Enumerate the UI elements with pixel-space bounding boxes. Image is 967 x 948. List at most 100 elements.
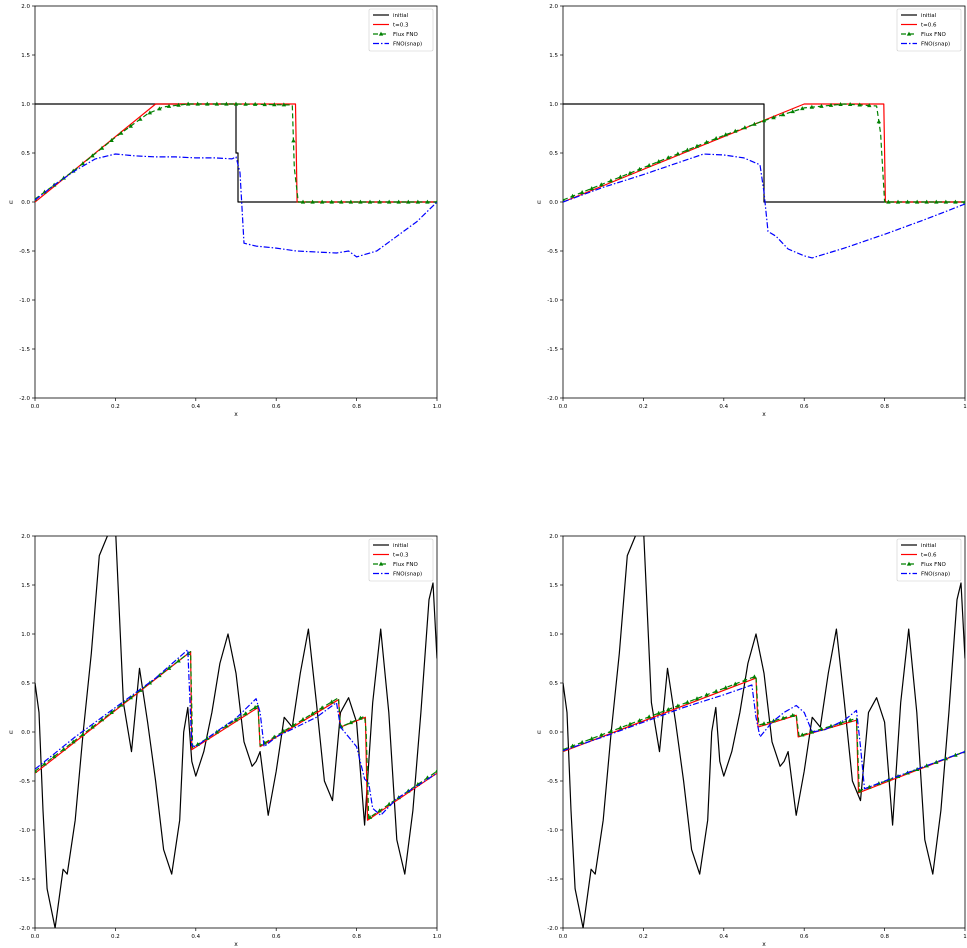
data-point [386,199,392,204]
x-axis-label: x [762,941,766,948]
data-point [733,128,738,133]
data-point [570,743,575,748]
legend: initial t=0.6 Flux FNO FNO(snap) [896,8,962,52]
y-tick-label: 1.0 [549,632,558,638]
data-point [42,761,47,766]
y-tick-label: 1.0 [549,102,558,108]
series-line-initial [563,536,965,928]
data-point [185,101,191,106]
series-line-flux-fno [35,650,437,819]
legend-label: initial [393,543,409,549]
legend-label: t=0.3 [393,553,409,559]
y-tick-label: 1.0 [21,102,30,108]
x-tick-label: 0.8 [880,934,889,940]
data-point [396,199,401,204]
data-point [377,199,382,204]
data-point [847,717,853,722]
data-point [147,110,153,115]
data-point [310,711,315,716]
y-axis-label: u [9,729,13,736]
data-point [367,814,373,819]
data-point [646,714,652,719]
x-tick-label: 0.0 [31,934,40,940]
data-point [128,123,133,128]
x-tick-label: 0.4 [191,404,200,410]
data-point [819,103,824,108]
data-point [857,102,862,107]
data-point [35,768,38,773]
data-point [99,145,105,150]
data-point [752,121,757,126]
data-point [761,118,767,123]
x-tick-label: 0.4 [719,404,728,410]
series-line-flux-fno [563,675,965,792]
y-tick-label: -1.0 [547,298,558,304]
y-tick-label: 1.0 [21,632,30,638]
data-point [51,754,57,759]
x-tick-label: 0.4 [191,934,200,940]
x-tick-label: 1.0 [433,934,442,940]
data-point [99,717,105,722]
data-point [627,721,633,726]
data-point [195,741,200,746]
data-point [847,101,853,106]
y-tick-label: 2.0 [549,4,558,10]
data-point [579,739,585,744]
data-point [157,106,162,111]
data-point [771,115,776,120]
x-tick-label: 0.6 [272,934,281,940]
y-tick-label: -1.0 [19,298,30,304]
data-point [704,692,709,697]
x-axis-label: x [762,411,766,418]
data-point [618,725,623,730]
data-point [962,199,965,204]
y-tick-label: 0.0 [549,200,558,206]
y-tick-label: -2.0 [19,396,30,402]
data-point [262,102,267,107]
data-point [694,696,700,701]
y-tick-label: -1.5 [19,347,30,353]
data-point [406,788,411,793]
data-point [780,715,786,720]
legend-box [896,8,962,52]
y-tick-label: -1.5 [547,347,558,353]
data-point [886,199,891,204]
data-point [723,132,728,137]
data-point [713,688,719,693]
x-tick-label: 0.2 [111,404,120,410]
data-point [166,103,172,108]
plot-area [35,536,437,928]
legend-label: t=0.3 [393,23,409,29]
y-tick-label: -0.5 [19,249,30,255]
y-tick-label: -2.0 [547,396,558,402]
data-point [713,136,719,141]
data-point [828,102,834,107]
chart-panel-2: 0.0 0.2 0.4 0.6 0.8 1 -2.0 -1.5 -1.0 -0.5 0.0 0.5 1.… [537,4,967,418]
y-tick-label: -2.0 [547,926,558,932]
data-point [790,109,795,114]
data-point [358,715,363,720]
data-point [300,199,306,204]
data-point [675,151,681,156]
data-point [42,189,47,194]
data-point [570,193,575,198]
data-point [761,721,767,726]
x-axis-label: x [234,941,238,948]
legend-box [368,538,434,582]
data-point [176,102,181,107]
data-point [310,199,315,204]
series-line-t-0-3 [35,103,437,203]
y-tick-label: 0.5 [21,151,30,157]
legend-label: initial [921,543,937,549]
y-tick-label: 0.0 [21,200,30,206]
legend-label: initial [393,13,409,19]
legend: initial t=0.3 Flux FNO FNO(snap) [368,538,434,582]
data-point [723,685,728,690]
data-point [281,728,287,733]
data-point [838,720,843,725]
data-point [905,199,910,204]
legend-label: Flux FNO [921,562,946,568]
series-line-fno-snap- [563,153,965,259]
data-point [348,720,354,725]
data-point [205,101,210,106]
